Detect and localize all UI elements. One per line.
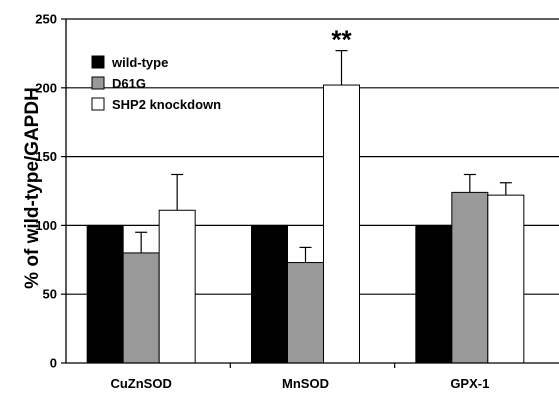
bar [287, 262, 324, 364]
x-tick-label: CuZnSOD [110, 376, 171, 391]
annotations: ** [331, 25, 352, 55]
bar [86, 224, 124, 364]
legend-swatch [91, 97, 105, 111]
bar [158, 209, 196, 364]
bar [122, 252, 160, 364]
error-bars [135, 50, 512, 263]
x-category-labels: CuZnSOD MnSOD GPX-1 [110, 376, 489, 391]
axes [61, 18, 559, 368]
legend-label: SHP2 knockdown [112, 97, 221, 112]
y-tick-labels: 0 50 100 150 200 250 [35, 12, 57, 371]
x-tick-label: MnSOD [282, 376, 329, 391]
y-tick-label: 200 [35, 80, 57, 95]
bar [415, 224, 453, 364]
y-axis-label: % of wild-type/GAPDH [22, 87, 43, 289]
legend-swatch [91, 55, 105, 69]
bar [451, 191, 489, 364]
y-tick-label: 0 [50, 356, 57, 371]
bar [323, 84, 360, 364]
y-tick-label: 50 [43, 287, 57, 302]
legend-swatch [91, 76, 105, 90]
bars [86, 84, 525, 364]
legend-label: wild-type [111, 55, 168, 70]
x-tick-label: GPX-1 [450, 376, 489, 391]
legend: wild-type D61G SHP2 knockdown [91, 55, 221, 112]
y-tick-label: 100 [35, 218, 57, 233]
legend-label: D61G [112, 76, 146, 91]
y-tick-label: 250 [35, 12, 57, 27]
significance-annotation: ** [331, 25, 352, 55]
y-tick-label: 150 [35, 149, 57, 164]
bar [251, 224, 288, 364]
bar [487, 194, 525, 364]
